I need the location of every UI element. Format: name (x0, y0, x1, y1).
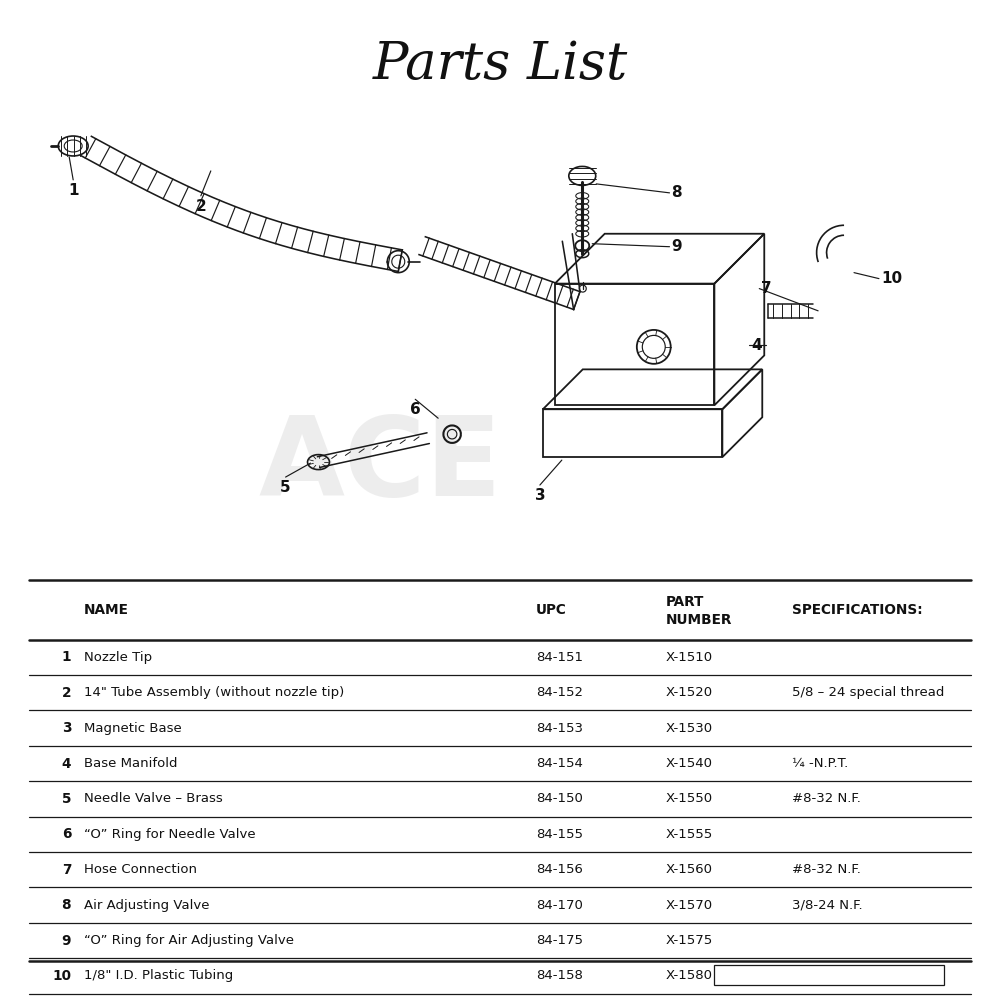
Text: 84-154: 84-154 (536, 757, 583, 770)
Text: PART: PART (666, 595, 704, 609)
Text: X-1555: X-1555 (666, 828, 713, 841)
Text: 84-156: 84-156 (536, 863, 583, 876)
Text: Needle Valve – Brass: Needle Valve – Brass (84, 792, 223, 805)
Text: 6: 6 (62, 827, 71, 841)
Text: 84-155: 84-155 (536, 828, 583, 841)
Text: X-1520: X-1520 (666, 686, 713, 699)
Bar (714, 965, 944, 985)
Text: X-1580: X-1580 (666, 969, 713, 982)
Text: NUMBER: NUMBER (666, 613, 732, 627)
Text: 1/8" I.D. Plastic Tubing: 1/8" I.D. Plastic Tubing (84, 969, 233, 982)
Text: #8-32 N.F.: #8-32 N.F. (792, 792, 861, 805)
Text: 8: 8 (62, 898, 71, 912)
Text: 3/8-24 N.F.: 3/8-24 N.F. (792, 899, 863, 912)
Text: 6: 6 (410, 402, 421, 417)
Text: 84-170: 84-170 (536, 899, 583, 912)
Text: 5/8 – 24 special thread: 5/8 – 24 special thread (792, 686, 945, 699)
Text: 10: 10 (52, 969, 71, 983)
Text: 2: 2 (195, 199, 206, 214)
Text: X-1560: X-1560 (666, 863, 713, 876)
Text: X-1570: X-1570 (666, 899, 713, 912)
Text: “O” Ring for Needle Valve: “O” Ring for Needle Valve (84, 828, 256, 841)
Text: Base Manifold: Base Manifold (84, 757, 178, 770)
Text: Hose Connection: Hose Connection (84, 863, 197, 876)
Text: 14" Tube Assembly (without nozzle tip): 14" Tube Assembly (without nozzle tip) (84, 686, 344, 699)
Text: “O” Ring for Air Adjusting Valve: “O” Ring for Air Adjusting Valve (84, 934, 294, 947)
Text: X-1550: X-1550 (666, 792, 713, 805)
Text: 1: 1 (62, 650, 71, 664)
Text: 84-152: 84-152 (536, 686, 583, 699)
Text: SPECIFICATIONS:: SPECIFICATIONS: (792, 603, 923, 617)
Text: 5: 5 (62, 792, 71, 806)
Text: 84-175: 84-175 (536, 934, 583, 947)
Text: 84-153: 84-153 (536, 722, 583, 735)
Text: Nozzle Tip: Nozzle Tip (84, 651, 152, 664)
Text: X-1540: X-1540 (666, 757, 713, 770)
Text: 84-158: 84-158 (536, 969, 583, 982)
Text: UPC: UPC (536, 603, 567, 617)
Text: NAME: NAME (84, 603, 129, 617)
Text: 8: 8 (672, 185, 682, 200)
Text: Air Adjusting Valve: Air Adjusting Valve (84, 899, 210, 912)
Text: 9: 9 (62, 934, 71, 948)
Text: 10: 10 (881, 271, 902, 286)
Text: Parts List: Parts List (372, 39, 628, 90)
Text: X-1575: X-1575 (666, 934, 713, 947)
Text: 3: 3 (62, 721, 71, 735)
Text: 4: 4 (751, 338, 762, 353)
Text: 7: 7 (761, 281, 772, 296)
Text: X-1530: X-1530 (666, 722, 713, 735)
Text: 2: 2 (62, 686, 71, 700)
Text: 84-150: 84-150 (536, 792, 583, 805)
Text: X-1510: X-1510 (666, 651, 713, 664)
Text: 84-151: 84-151 (536, 651, 583, 664)
Text: 9: 9 (672, 239, 682, 254)
Text: ACE: ACE (259, 412, 502, 519)
Text: Magnetic Base: Magnetic Base (84, 722, 182, 735)
Text: ¼ -N.P.T.: ¼ -N.P.T. (792, 757, 848, 770)
Text: #8-32 N.F.: #8-32 N.F. (792, 863, 861, 876)
Text: 7: 7 (62, 863, 71, 877)
Text: 1: 1 (68, 183, 78, 198)
Text: 3: 3 (535, 488, 545, 503)
Text: 4: 4 (62, 757, 71, 771)
Text: 5: 5 (280, 480, 291, 495)
